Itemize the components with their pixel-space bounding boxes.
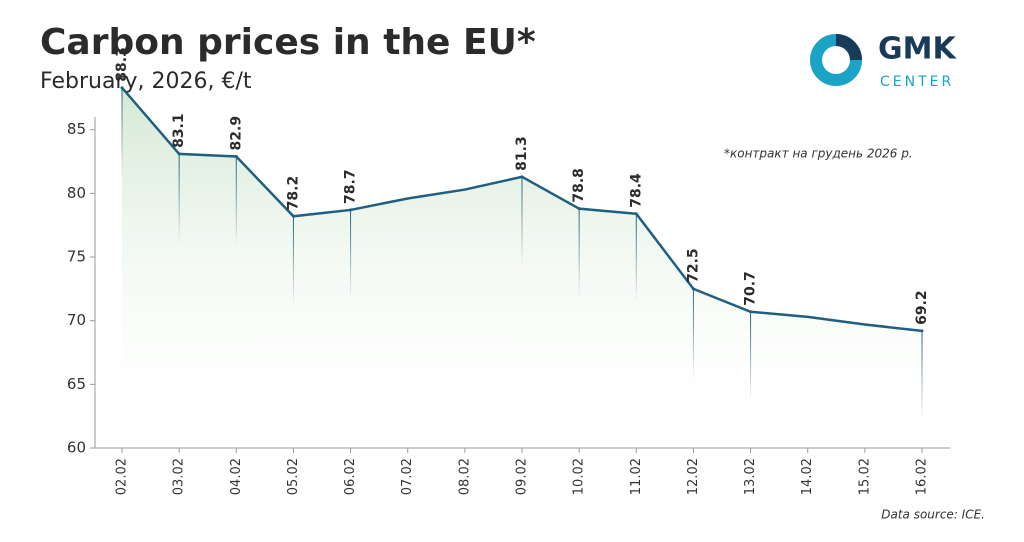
point xyxy=(520,175,524,179)
point xyxy=(577,207,581,211)
point xyxy=(349,208,353,212)
y-tick-label: 65 xyxy=(67,375,86,393)
point xyxy=(920,329,924,333)
note: *контракт на грудень 2026 р. xyxy=(724,147,913,161)
source: Data source: ICE. xyxy=(881,508,985,522)
chart-subtitle: February, 2026, €/t xyxy=(40,69,252,94)
value-label: 70.7 xyxy=(743,271,759,306)
logo-sub: CENTER xyxy=(880,74,954,90)
logo-name: GMK xyxy=(878,32,957,67)
area xyxy=(122,87,922,448)
x-tick-label: 16.02 xyxy=(915,458,930,495)
point xyxy=(177,152,181,156)
x-tick-label: 10.02 xyxy=(572,458,587,495)
y-tick-label: 85 xyxy=(67,120,86,138)
x-tick-label: 15.02 xyxy=(857,458,872,495)
drop-line xyxy=(578,208,580,299)
x-tick-label: 04.02 xyxy=(229,458,244,495)
y-tick-label: 75 xyxy=(67,248,86,266)
x-tick-label: 11.02 xyxy=(629,458,644,495)
x-tick-label: 13.02 xyxy=(743,458,758,495)
drop-line xyxy=(235,156,237,247)
x-tick-label: 03.02 xyxy=(172,458,187,495)
value-label: 78.7 xyxy=(343,169,359,204)
value-label: 78.2 xyxy=(285,176,301,211)
x-tick-label: 07.02 xyxy=(400,458,415,495)
logo: GMK CENTER xyxy=(810,32,957,90)
point xyxy=(234,154,238,158)
x-tick-label: 14.02 xyxy=(800,458,815,495)
x-tick-label: 05.02 xyxy=(286,458,301,495)
value-label: 88.3 xyxy=(114,47,130,82)
point xyxy=(120,86,124,90)
point xyxy=(291,214,295,218)
y-tick-label: 70 xyxy=(67,311,86,329)
value-label: 69.2 xyxy=(914,290,930,325)
drop-line xyxy=(692,288,694,379)
y-tick-label: 80 xyxy=(67,184,86,202)
point xyxy=(691,287,695,291)
value-label: 82.9 xyxy=(228,116,244,151)
value-label: 78.8 xyxy=(571,168,587,203)
point xyxy=(634,212,638,216)
drop-line xyxy=(521,176,523,267)
logo-quarter xyxy=(835,34,862,61)
x-tick-label: 09.02 xyxy=(515,458,530,495)
drop-line xyxy=(921,330,923,421)
chart-title: Carbon prices in the EU* xyxy=(40,22,536,63)
y-tick-label: 60 xyxy=(67,439,86,457)
value-label: 72.5 xyxy=(685,248,701,283)
x-tick-label: 06.02 xyxy=(343,458,358,495)
x-tick-label: 12.02 xyxy=(686,458,701,495)
drop-line xyxy=(750,311,752,402)
drop-line xyxy=(178,153,180,244)
drop-line xyxy=(121,87,123,178)
point xyxy=(749,310,753,314)
drop-line xyxy=(292,216,294,307)
value-label: 83.1 xyxy=(171,113,187,148)
x-tick-label: 02.02 xyxy=(115,458,130,495)
drop-line xyxy=(635,213,637,304)
drop-line xyxy=(350,209,352,300)
x-tick-label: 08.02 xyxy=(457,458,472,495)
value-label: 81.3 xyxy=(514,136,530,171)
value-label: 78.4 xyxy=(628,173,644,208)
